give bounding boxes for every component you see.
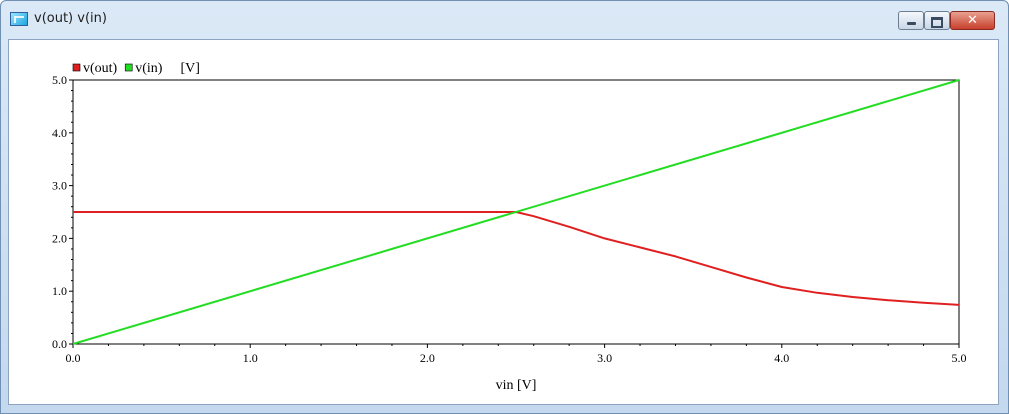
legend-label[interactable]: v(in) [135, 61, 163, 76]
y-tick-label: 5.0 [52, 73, 67, 87]
waveform-window-icon[interactable] [10, 12, 28, 26]
series-line-v-in[interactable] [72, 79, 960, 345]
maximize-button[interactable] [924, 11, 950, 30]
y-tick-label: 1.0 [52, 284, 67, 298]
plot-area: 0.0 1.0 2.0 3.0 4.0 5.0 0.0 1.0 2.0 3.0 4.0 5.0 vin … [8, 39, 999, 405]
maximize-icon [931, 17, 943, 28]
x-tick-label: 4.0 [774, 351, 789, 365]
minimize-button[interactable] [898, 11, 924, 30]
window-title: v(out) v(in) [34, 11, 107, 26]
x-tick-label: 2.0 [420, 351, 435, 365]
x-tick-label: 5.0 [952, 351, 967, 365]
legend-swatch [124, 63, 133, 72]
legend-label[interactable]: v(out) [83, 61, 118, 76]
close-icon: ✕ [967, 13, 978, 28]
y-tick-label: 0.0 [52, 337, 67, 351]
y-tick-label: 2.0 [52, 231, 67, 245]
legend-swatch [72, 63, 81, 72]
close-button[interactable]: ✕ [950, 11, 995, 30]
x-tick-label: 1.0 [243, 351, 258, 365]
x-axis-title: vin [V] [496, 378, 537, 393]
series-line-v-out[interactable] [73, 211, 960, 306]
x-tick-label: 3.0 [597, 351, 612, 365]
y-tick-label: 4.0 [52, 126, 67, 140]
minimize-icon [906, 22, 916, 25]
line-chart: 0.0 1.0 2.0 3.0 4.0 5.0 0.0 1.0 2.0 3.0 4.0 5.0 vin … [52, 61, 967, 393]
y-tick-label: 3.0 [52, 179, 67, 193]
x-tick-label: 0.0 [66, 351, 81, 365]
legend-unit: [V] [180, 61, 199, 76]
title-bar[interactable]: v(out) v(in) ✕ [1, 1, 1008, 39]
